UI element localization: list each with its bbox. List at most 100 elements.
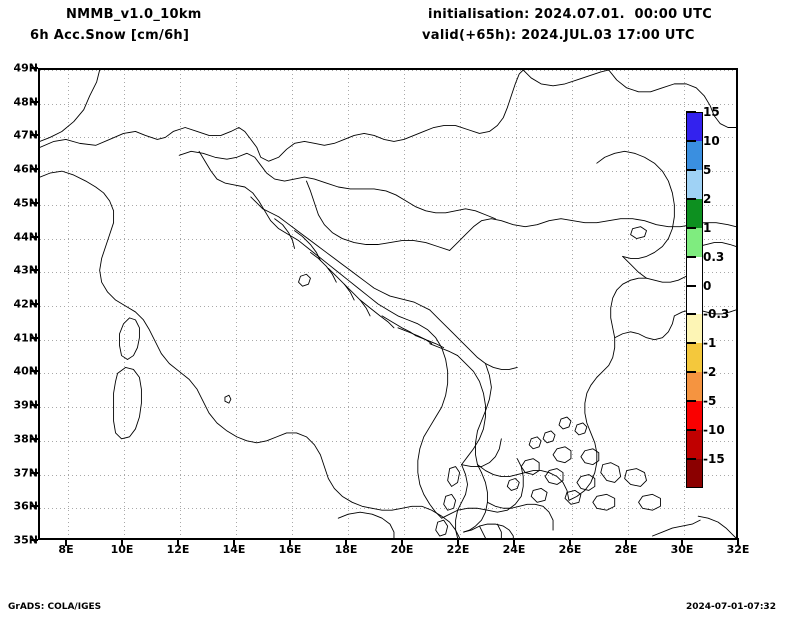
gridline-horizontal — [40, 339, 736, 341]
y-axis-tick-mark — [30, 303, 38, 305]
colorbar-tick-label: 10 — [703, 133, 720, 148]
x-axis-tick-mark — [401, 538, 403, 546]
colorbar-band — [686, 169, 703, 199]
initialisation-time: initialisation: 2024.07.01. 00:00 UTC — [428, 7, 713, 22]
y-axis-tick-mark — [30, 235, 38, 238]
colorbar-tick-label: -0.3 — [703, 307, 730, 322]
colorbar-band — [686, 140, 703, 170]
x-axis-tick-mark — [625, 538, 627, 546]
y-axis-tick-label: 45N — [13, 196, 38, 210]
y-axis-tick-mark — [30, 67, 38, 69]
x-axis-tick-label: 26E — [558, 543, 582, 556]
colorbar-tick-mark — [686, 400, 696, 403]
x-axis-tick-mark — [737, 538, 739, 546]
map-coastlines — [40, 70, 736, 538]
valid-time: valid(+65h): 2024.JUL.03 17:00 UTC — [422, 28, 695, 43]
x-axis-tick-mark — [233, 538, 235, 546]
colorbar-tick-mark — [686, 284, 696, 287]
x-axis-tick-mark — [681, 538, 683, 546]
x-axis-tick-label: 10E — [110, 543, 134, 556]
grads-credit: GrADS: COLA/IGES — [8, 602, 102, 612]
colorbar-tick-mark — [686, 139, 696, 142]
gridline-vertical — [628, 70, 629, 538]
map-plot-area[interactable] — [38, 68, 738, 540]
y-axis-tick-mark — [30, 505, 38, 508]
colorbar-tick-mark — [686, 371, 696, 374]
x-axis-tick-label: 28E — [614, 543, 638, 556]
colorbar-tick-mark — [686, 197, 696, 200]
gridline-vertical — [348, 70, 349, 538]
y-axis-tick-label: 40N — [13, 364, 38, 378]
colorbar-tick-label: 1 — [703, 220, 712, 235]
y-axis-tick-mark — [30, 168, 38, 171]
y-axis-tick-label: 43N — [13, 263, 38, 277]
y-axis-tick-mark — [30, 437, 38, 440]
x-axis-tick-mark — [177, 538, 179, 546]
gridline-vertical — [292, 70, 293, 538]
generation-timestamp: 2024-07-01-07:32 — [686, 602, 776, 612]
gridline-horizontal — [40, 238, 736, 240]
gridline-horizontal — [40, 272, 736, 274]
x-axis-tick-label: 18E — [334, 543, 358, 556]
gridline-horizontal — [40, 70, 736, 71]
y-axis-tick-label: 37N — [13, 466, 38, 480]
colorbar-band — [686, 256, 703, 286]
colorbar-tick-mark — [686, 255, 696, 258]
x-axis-tick-label: 20E — [390, 543, 414, 556]
colorbar-band — [686, 430, 703, 460]
y-axis-tick-mark — [30, 336, 38, 339]
gridline-vertical — [572, 70, 573, 538]
y-axis-tick-label: 42N — [13, 297, 38, 311]
x-axis-tick-mark — [289, 538, 291, 546]
x-axis-tick-mark — [65, 538, 67, 546]
colorbar-band — [686, 198, 703, 228]
colorbar-tick-label: 0.3 — [703, 249, 725, 264]
gridline-horizontal — [40, 440, 736, 442]
colorbar-band — [686, 343, 703, 373]
y-axis-tick-mark — [30, 100, 38, 103]
x-axis-tick-mark — [345, 538, 347, 546]
y-axis-tick-label: 44N — [13, 230, 38, 244]
y-axis-tick-label: 36N — [13, 499, 38, 513]
x-axis-tick-label: 22E — [446, 543, 470, 556]
colorbar-tick-mark — [686, 111, 696, 113]
gridline-horizontal — [40, 508, 736, 510]
colorbar-tick-mark — [686, 226, 696, 229]
colorbar-band — [686, 401, 703, 431]
x-axis-tick-label: 30E — [670, 543, 694, 556]
y-axis-tick-mark — [30, 201, 38, 204]
y-axis-tick-label: 38N — [13, 432, 38, 446]
x-axis-tick-mark — [513, 538, 515, 546]
x-axis-tick-label: 8E — [58, 543, 74, 556]
field-name-title: 6h Acc.Snow [cm/6h] — [30, 28, 190, 43]
colorbar-tick-mark — [686, 429, 696, 432]
gridline-vertical — [516, 70, 517, 538]
colorbar-tick-label: -1 — [703, 336, 717, 351]
gridline-horizontal — [40, 373, 736, 375]
x-axis-tick-mark — [121, 538, 123, 546]
colorbar-tick-mark — [686, 168, 696, 171]
colorbar-legend — [686, 112, 703, 488]
gridline-horizontal — [40, 407, 736, 409]
y-axis-tick-mark — [30, 404, 38, 407]
x-axis-tick-label: 32E — [726, 543, 750, 556]
x-axis-tick-label: 12E — [166, 543, 190, 556]
y-axis-tick-mark — [30, 471, 38, 474]
gridline-vertical — [684, 70, 685, 538]
y-axis-tick-label: 35N — [13, 533, 38, 547]
x-axis-tick-label: 24E — [502, 543, 526, 556]
colorbar-tick-label: 0 — [703, 278, 712, 293]
colorbar-tick-label: -5 — [703, 394, 717, 409]
gridline-vertical — [404, 70, 405, 538]
colorbar-tick-mark — [686, 342, 696, 345]
model-name-title: NMMB_v1.0_10km — [66, 7, 202, 22]
gridline-horizontal — [40, 306, 736, 307]
colorbar-band — [686, 112, 703, 141]
gridline-vertical — [180, 70, 181, 538]
colorbar-tick-label: 5 — [703, 162, 712, 177]
colorbar-tick-mark — [686, 458, 696, 461]
y-axis-tick-label: 49N — [13, 61, 38, 75]
colorbar-band — [686, 227, 703, 257]
gridline-horizontal — [40, 171, 736, 173]
x-axis-tick-mark — [569, 538, 571, 546]
